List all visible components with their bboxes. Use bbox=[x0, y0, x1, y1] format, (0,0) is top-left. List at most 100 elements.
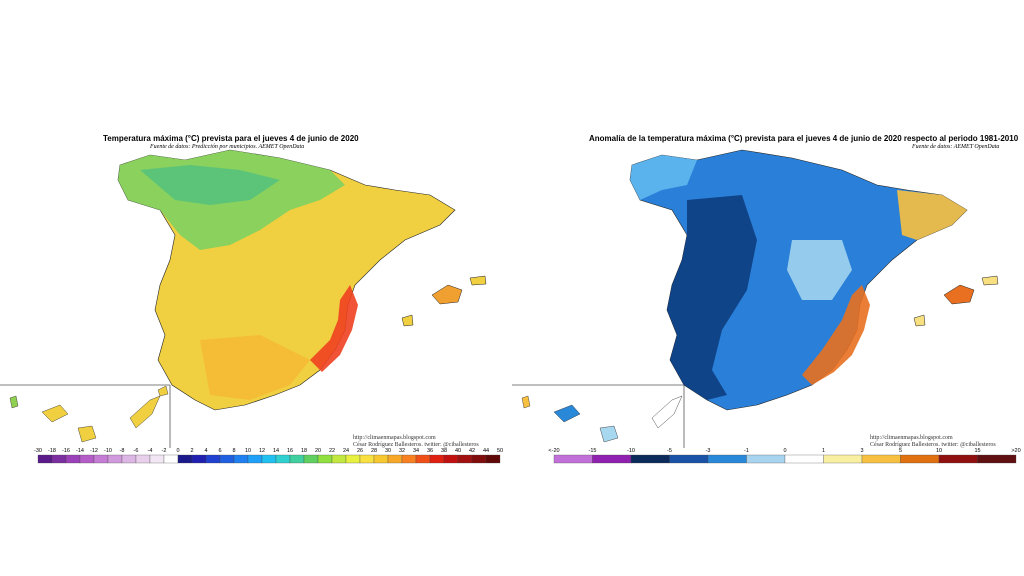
scale-swatch bbox=[443, 454, 459, 464]
scale-swatch bbox=[275, 454, 291, 464]
scale-swatch bbox=[938, 454, 978, 464]
scale-swatch bbox=[401, 454, 417, 464]
scale-swatch bbox=[93, 454, 109, 464]
scale-swatch bbox=[289, 454, 305, 464]
scale-tick-label: -16 bbox=[62, 448, 70, 454]
scale-tick-label: <-20 bbox=[548, 448, 560, 454]
scale-tick-label: -5 bbox=[667, 448, 672, 454]
scale-swatch bbox=[359, 454, 375, 464]
scale-swatch bbox=[415, 454, 431, 464]
canary-la-palma bbox=[9, 395, 19, 409]
scale-tick-label: 0 bbox=[783, 448, 787, 454]
scale-tick-label: -8 bbox=[119, 448, 125, 454]
scale-tick-label: 15 bbox=[974, 448, 981, 454]
scale-tick-label: -2 bbox=[161, 448, 167, 454]
scale-swatch bbox=[669, 454, 709, 464]
scale-tick-label: 36 bbox=[426, 448, 434, 454]
left-map-title: Temperatura máxima (°C) prevista para el… bbox=[103, 134, 359, 143]
scale-tick-label: 30 bbox=[384, 448, 392, 454]
scale-tick-label: 10 bbox=[935, 448, 943, 454]
spain-north-light-anomaly bbox=[630, 155, 697, 200]
scale-swatch bbox=[592, 454, 632, 464]
scale-tick-label: -6 bbox=[133, 448, 139, 454]
scale-tick-label: 38 bbox=[440, 448, 448, 454]
scale-tick-label: 2 bbox=[190, 448, 194, 454]
scale-swatch bbox=[303, 454, 319, 464]
left-map-panel: Temperatura máxima (°C) prevista para el… bbox=[0, 134, 504, 464]
scale-tick-label: -10 bbox=[104, 448, 112, 454]
right-map-panel: Anomalía de la temperatura máxima (°C) p… bbox=[512, 0, 1024, 576]
right-map-credit-2: César Rodríguez Ballesteros. twitter: @c… bbox=[870, 442, 996, 448]
right-color-scale bbox=[553, 454, 1017, 464]
scale-swatch bbox=[51, 454, 67, 464]
scale-tick-label: 22 bbox=[328, 448, 336, 454]
scale-tick-label: -3 bbox=[705, 448, 711, 454]
scale-tick-label: 6 bbox=[218, 448, 222, 454]
scale-swatch bbox=[977, 454, 1017, 464]
scale-tick-label: 12 bbox=[258, 448, 266, 454]
scale-tick-label: 50 bbox=[496, 448, 504, 454]
scale-swatch bbox=[163, 454, 179, 464]
scale-swatch bbox=[261, 454, 277, 464]
scale-tick-label: -14 bbox=[76, 448, 84, 454]
scale-tick-label: 40 bbox=[454, 448, 462, 454]
scale-swatch bbox=[107, 454, 123, 464]
canary-lanzarote bbox=[157, 385, 169, 397]
scale-swatch bbox=[177, 454, 193, 464]
right-map-credit-1: http://climaenmapas.blogspot.com bbox=[870, 435, 953, 441]
scale-tick-label: 4 bbox=[204, 448, 208, 454]
scale-swatch bbox=[65, 454, 81, 464]
scale-tick-label: >20 bbox=[1011, 448, 1021, 454]
scale-tick-label: 0 bbox=[176, 448, 180, 454]
left-color-scale bbox=[37, 454, 501, 464]
left-map-credit-1: http://climaenmapas.blogspot.com bbox=[353, 435, 436, 441]
scale-swatch bbox=[485, 454, 501, 464]
scale-swatch bbox=[900, 454, 940, 464]
balearic-mallorca bbox=[431, 284, 463, 305]
spain-east-hot-zone bbox=[310, 285, 358, 372]
scale-tick-label: 26 bbox=[356, 448, 364, 454]
scale-swatch bbox=[79, 454, 95, 464]
balearic-menorca bbox=[469, 275, 487, 286]
scale-swatch bbox=[784, 454, 824, 464]
scale-tick-label: -15 bbox=[588, 448, 597, 454]
right-map-svg bbox=[512, 149, 1017, 464]
left-map-svg bbox=[0, 149, 501, 464]
right-map-title: Anomalía de la temperatura máxima (°C) p… bbox=[589, 134, 1019, 143]
scale-tick-label: -4 bbox=[147, 448, 153, 454]
spain-south-orange bbox=[200, 335, 310, 400]
scale-swatch bbox=[553, 454, 593, 464]
scale-swatch bbox=[345, 454, 361, 464]
scale-swatch bbox=[191, 454, 207, 464]
scale-tick-label: 24 bbox=[342, 448, 350, 454]
scale-tick-label: -12 bbox=[90, 448, 98, 454]
scale-tick-label: 34 bbox=[412, 448, 420, 454]
scale-swatch bbox=[823, 454, 863, 464]
scale-swatch bbox=[861, 454, 901, 464]
canary-gran-canaria-anomaly bbox=[599, 425, 619, 443]
scale-tick-label: 32 bbox=[398, 448, 406, 454]
scale-swatch bbox=[317, 454, 333, 464]
scale-swatch bbox=[37, 454, 53, 464]
canary-tenerife-anomaly bbox=[553, 404, 581, 423]
scale-swatch bbox=[331, 454, 347, 464]
scale-tick-label: 10 bbox=[244, 448, 252, 454]
spain-center-light-anomaly bbox=[787, 240, 852, 300]
scale-swatch bbox=[630, 454, 670, 464]
scale-tick-label: -30 bbox=[34, 448, 42, 454]
canary-fuerteventura-anomaly bbox=[651, 395, 683, 429]
balearic-ibiza bbox=[401, 314, 414, 327]
scale-tick-label: 28 bbox=[370, 448, 378, 454]
spain-north-green bbox=[140, 165, 280, 205]
scale-swatch bbox=[205, 454, 221, 464]
scale-tick-label: 8 bbox=[232, 448, 236, 454]
spain-northeast-warm-anomaly bbox=[897, 190, 967, 240]
scale-tick-label: 5 bbox=[898, 448, 903, 454]
scale-tick-label: -18 bbox=[48, 448, 56, 454]
scale-swatch bbox=[373, 454, 389, 464]
scale-swatch bbox=[387, 454, 403, 464]
scale-swatch bbox=[707, 454, 747, 464]
scale-swatch bbox=[457, 454, 473, 464]
scale-tick-label: 16 bbox=[286, 448, 294, 454]
canary-la-palma-anomaly bbox=[521, 395, 531, 409]
